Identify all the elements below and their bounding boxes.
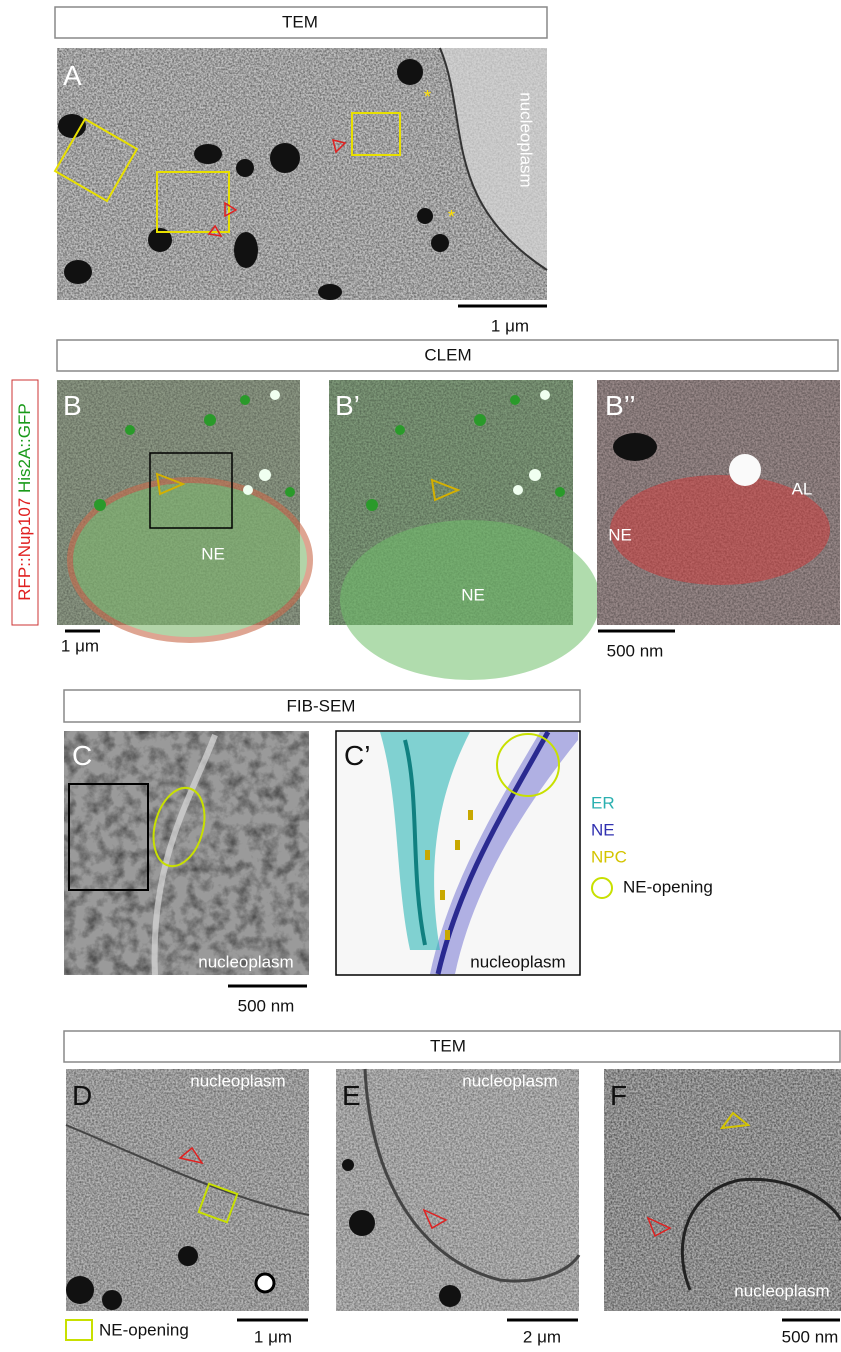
panel-e: E nucleoplasm: [336, 1069, 579, 1311]
asterisk: *: [424, 87, 431, 107]
scale-bar-label: 500 nm: [607, 641, 664, 660]
panel-b-prime: B’ NE: [329, 380, 600, 680]
shape: [259, 469, 271, 481]
annotation: nucleoplasm: [190, 1071, 285, 1090]
shape: [540, 390, 550, 400]
panel-label: F: [610, 1080, 627, 1111]
shape: [439, 1285, 461, 1307]
shape: [102, 1290, 122, 1310]
section-title: TEM: [282, 12, 318, 31]
scale-bar-label: 2 μm: [523, 1327, 561, 1346]
shape: [243, 485, 253, 495]
panel-label: E: [342, 1080, 361, 1111]
section-title: CLEM: [424, 345, 471, 364]
bright-spot: [729, 454, 761, 486]
section-fib-sem: FIB-SEM C nucleoplasm C’ nucleoplasm 500…: [64, 690, 713, 1015]
dark-spot: [613, 433, 657, 461]
annotation: NE: [461, 585, 485, 604]
section-tem-bottom: TEM D nucleoplasm E nucleoplasm F nucleo…: [64, 1031, 841, 1346]
vesicle: [256, 1274, 274, 1292]
scale-bar-label: 1 μm: [61, 636, 99, 655]
scale-bar-label: 500 nm: [782, 1327, 839, 1346]
shape: [555, 487, 565, 497]
channel-label: His2A::GFP: [15, 403, 34, 493]
shape: [204, 414, 216, 426]
legend-symbol: [592, 878, 612, 898]
channel-label: RFP::Nup107: [15, 498, 34, 601]
shape: [178, 1246, 198, 1266]
shape: [240, 395, 250, 405]
shape: [125, 425, 135, 435]
shape: [425, 850, 430, 860]
shape: [349, 1210, 375, 1236]
shape: [66, 1276, 94, 1304]
section-tem-top: TEM * * A nucleoplasm 1 μm: [55, 7, 547, 335]
shape: [513, 485, 523, 495]
section-clem: CLEM RFP::Nup107 His2A::GFP B NE B’ NE B…: [12, 340, 840, 680]
annotation: nucleoplasm: [462, 1071, 557, 1090]
shape: [318, 284, 342, 300]
legend-entry: NE-opening: [623, 877, 713, 896]
annotation: nucleoplasm: [470, 952, 565, 971]
shape: [445, 930, 450, 940]
panel-label: C: [72, 740, 92, 771]
annotation: NE: [608, 525, 632, 544]
shape: [468, 810, 473, 820]
panel-label: D: [72, 1080, 92, 1111]
channel-labels: RFP::Nup107 His2A::GFP: [15, 403, 34, 600]
panel-c: C nucleoplasm: [64, 731, 309, 975]
panel-label: B: [63, 390, 82, 421]
texture: [64, 731, 309, 975]
shape: [64, 260, 92, 284]
shape: [431, 234, 449, 252]
shape: [529, 469, 541, 481]
figure: TEM * * A nucleoplasm 1 μm CLEM RFP::Nup…: [0, 0, 841, 1352]
shape: [270, 143, 300, 173]
shape: [474, 414, 486, 426]
legend-symbol: [66, 1320, 92, 1340]
shape: [285, 487, 295, 497]
asterisk: *: [448, 207, 455, 227]
panel-label: C’: [344, 740, 370, 771]
panel-d: D nucleoplasm: [66, 1069, 309, 1311]
shape: [194, 144, 222, 164]
legend-entry: ER: [591, 793, 615, 812]
annotation: NE: [201, 544, 225, 563]
shape: [395, 425, 405, 435]
annotation: nucleoplasm: [734, 1281, 829, 1300]
annotation: AL: [792, 479, 813, 498]
legend-entry: NE-opening: [99, 1320, 189, 1339]
legend-entry: NPC: [591, 847, 627, 866]
nucleus: [70, 480, 310, 640]
shape: [94, 499, 106, 511]
shape: [342, 1159, 354, 1171]
panel-label: A: [63, 60, 82, 91]
shape: [366, 499, 378, 511]
shape: [270, 390, 280, 400]
panel-a: * * A nucleoplasm: [55, 48, 547, 300]
panel-label: B’’: [605, 390, 636, 421]
shape: [234, 232, 258, 268]
section-title: TEM: [430, 1036, 466, 1055]
shape: [440, 890, 445, 900]
scale-bar-label: 1 μm: [491, 316, 529, 335]
shape: [417, 208, 433, 224]
panel-b: B NE: [57, 380, 310, 640]
panel-b-double-prime: B’’ NE AL: [597, 380, 840, 625]
annotation: nucleoplasm: [517, 92, 536, 187]
panel-f: F nucleoplasm: [604, 1069, 841, 1311]
scale-bar-label: 1 μm: [254, 1327, 292, 1346]
shape: [236, 159, 254, 177]
shape: [455, 840, 460, 850]
annotation: nucleoplasm: [198, 952, 293, 971]
section-title: FIB-SEM: [287, 696, 356, 715]
texture: [336, 1069, 579, 1311]
shape: [510, 395, 520, 405]
scale-bar-label: 500 nm: [238, 996, 295, 1015]
shape: [397, 59, 423, 85]
texture: [66, 1069, 309, 1311]
panel-c-prime: C’ nucleoplasm: [336, 731, 580, 975]
legend-entry: NE: [591, 820, 615, 839]
panel-label: B’: [335, 390, 360, 421]
